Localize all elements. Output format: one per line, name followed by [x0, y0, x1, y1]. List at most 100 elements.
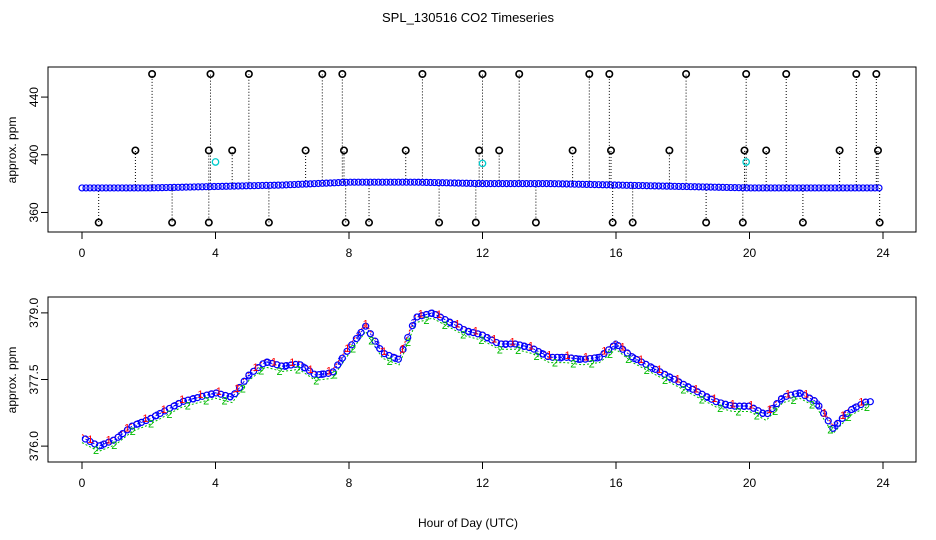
spike-point	[148, 70, 157, 79]
series-2-label: 2	[387, 356, 393, 368]
baseline-point	[839, 184, 847, 192]
spike-point	[435, 218, 444, 227]
baseline-point	[558, 180, 567, 188]
data-point	[357, 328, 365, 337]
baseline-point	[667, 182, 675, 190]
series-2-label: 2	[423, 315, 429, 327]
baseline-point	[498, 180, 507, 188]
spike-point	[495, 146, 504, 155]
baseline-point	[747, 184, 755, 192]
baseline-point	[530, 180, 539, 188]
series-1-label: 1	[436, 309, 442, 321]
data-point	[249, 367, 258, 375]
data-point	[235, 383, 244, 392]
baseline-point	[583, 180, 591, 189]
baseline-point	[695, 183, 703, 191]
series-2-label: 2	[332, 370, 338, 382]
series-3-label: 3	[319, 369, 325, 381]
baseline-point	[226, 182, 234, 190]
series-2-label: 2	[313, 375, 319, 387]
baseline-point	[194, 183, 202, 191]
data-point	[123, 426, 131, 434]
baseline-point	[350, 178, 358, 186]
series-1-label: 1	[124, 422, 130, 434]
series-3-label: 3	[447, 317, 453, 329]
baseline-point	[538, 180, 547, 188]
series-2-line	[81, 317, 867, 452]
co2-spike-panel: 0 4 8 12 16 20 24 360 400 440 approx. ppm	[5, 66, 917, 260]
spike-point	[852, 70, 861, 79]
spike-point	[264, 218, 273, 227]
data-point	[105, 438, 113, 446]
spike-point	[531, 218, 540, 227]
baseline-point	[687, 183, 695, 191]
baseline-point	[438, 179, 447, 187]
series-3-label: 3	[851, 403, 857, 415]
baseline-point	[390, 178, 398, 186]
series-1-label: 1	[344, 343, 350, 355]
series-3-label: 3	[558, 352, 564, 364]
baseline-point	[627, 181, 635, 189]
data-point	[553, 353, 561, 361]
baseline-point	[310, 180, 318, 188]
series-3-label: 3	[190, 394, 196, 406]
x-tick-label: 12	[476, 246, 490, 260]
data-point	[292, 360, 300, 368]
baseline-point	[470, 179, 479, 188]
baseline-point	[142, 184, 150, 192]
baseline-point	[346, 178, 354, 186]
series-1-label: 1	[620, 342, 626, 354]
baseline-point	[118, 184, 126, 192]
x-tick-label: 4	[212, 476, 219, 490]
data-point	[763, 410, 772, 418]
baseline-point	[675, 182, 683, 191]
spike-point	[605, 70, 614, 79]
spike-point	[585, 70, 594, 79]
baseline-point	[631, 181, 639, 190]
data-point	[133, 420, 141, 428]
data-point	[834, 419, 842, 427]
series-3-label: 3	[741, 401, 747, 413]
data-point	[198, 392, 206, 400]
series-2-label: 2	[846, 412, 852, 424]
baseline-point	[647, 182, 655, 190]
series-3-label: 3	[245, 371, 251, 383]
data-point	[581, 355, 589, 363]
baseline-point	[338, 178, 346, 187]
baseline-point	[671, 182, 679, 190]
baseline-point	[110, 184, 118, 192]
baseline-point	[743, 184, 751, 192]
data-point	[567, 354, 575, 362]
data-point	[497, 340, 505, 348]
data-point	[623, 349, 631, 357]
baseline-point	[98, 184, 106, 192]
series-1-label: 1	[711, 393, 717, 405]
series-2-label: 2	[644, 365, 650, 377]
baseline-point	[410, 178, 419, 186]
data-point	[516, 341, 524, 349]
spike-point	[365, 218, 374, 227]
baseline-point	[386, 178, 394, 186]
series-2-label: 2	[607, 349, 613, 361]
baseline-point	[522, 180, 531, 188]
series-2-label: 2	[295, 364, 301, 376]
data-point	[282, 362, 290, 370]
data-point	[548, 353, 557, 361]
baseline-point	[847, 184, 855, 192]
series-3-label: 3	[796, 388, 802, 400]
series-1-label: 1	[418, 308, 424, 320]
data-point	[829, 424, 837, 432]
baseline-point	[402, 178, 411, 186]
series-2-label: 2	[368, 336, 374, 348]
series-1-label: 1	[528, 340, 534, 352]
baseline-point	[94, 184, 102, 192]
x-tick-label: 24	[876, 246, 890, 260]
baseline-point	[270, 181, 278, 189]
series-2-label: 2	[809, 400, 815, 412]
series-1-label: 1	[803, 389, 809, 401]
spike-point	[628, 218, 637, 227]
series-3-label: 3	[668, 373, 674, 385]
data-point	[91, 440, 99, 448]
series-1-label: 1	[748, 399, 754, 411]
baseline-point	[490, 180, 499, 188]
